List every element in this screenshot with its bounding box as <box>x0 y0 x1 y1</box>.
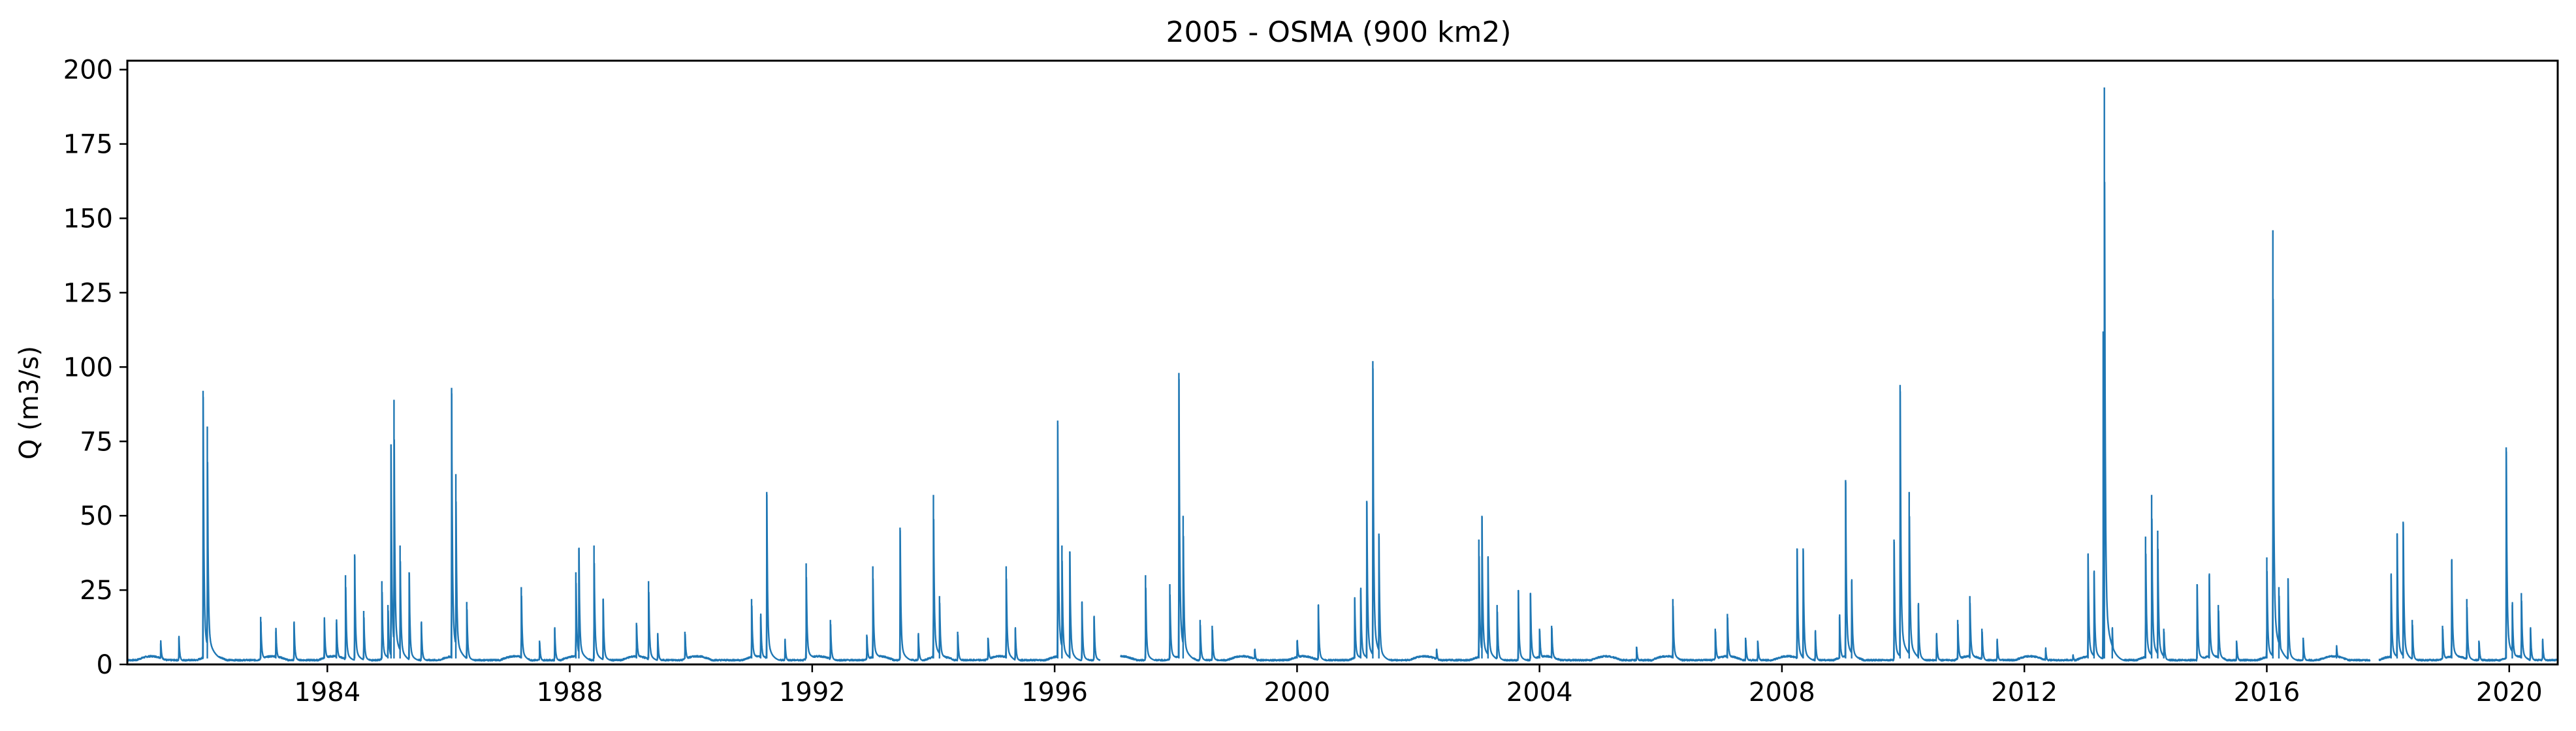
x-tick-label: 2012 <box>1991 677 2058 708</box>
y-tick-label: 150 <box>63 204 113 234</box>
chart-title: 2005 - OSMA (900 km2) <box>1166 16 1511 49</box>
x-tick-label: 2000 <box>1264 677 1330 708</box>
y-tick-label: 200 <box>63 55 113 86</box>
x-tick-label: 2020 <box>2476 677 2543 708</box>
y-tick-label: 50 <box>80 501 113 531</box>
y-tick-label: 75 <box>80 427 113 457</box>
x-tick-label: 2004 <box>1506 677 1573 708</box>
y-tick-label: 0 <box>97 650 113 680</box>
x-tick-label: 1992 <box>779 677 846 708</box>
x-tick-label: 1988 <box>537 677 603 708</box>
x-tick-label: 1996 <box>1021 677 1088 708</box>
x-tick-label: 2008 <box>1749 677 1815 708</box>
plot-frame <box>126 59 2559 666</box>
plot-area <box>127 87 2559 662</box>
y-tick-label: 125 <box>63 278 113 308</box>
x-axis-ticks: 1984 1988 1992 1996 2000 2004 2008 2012 2016 2020 <box>294 664 2543 708</box>
y-tick-label: 175 <box>63 130 113 160</box>
x-tick-label: 1984 <box>294 677 360 708</box>
y-tick-label: 100 <box>63 352 113 382</box>
x-tick-label: 2016 <box>2234 677 2300 708</box>
y-axis-label: Q (m3/s) <box>14 346 44 459</box>
series-line-discharge <box>127 87 2559 662</box>
y-axis-ticks: 0 25 50 75 100 125 150 175 200 <box>63 55 127 680</box>
y-tick-label: 25 <box>80 576 113 606</box>
